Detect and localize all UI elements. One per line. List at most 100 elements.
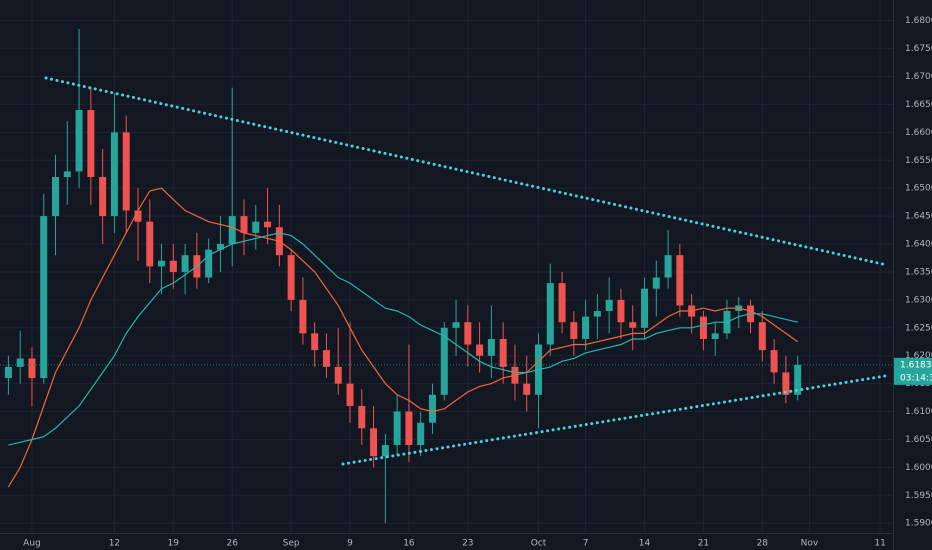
- candle-body: [641, 288, 649, 328]
- y-tick-label: 1.66000: [905, 128, 932, 138]
- candle-body: [629, 322, 637, 328]
- candle-body: [523, 383, 531, 395]
- x-tick-label: 28: [757, 539, 769, 549]
- candle-body: [605, 299, 613, 312]
- candle-body: [252, 221, 260, 233]
- x-tick-label: Aug: [23, 539, 41, 549]
- candle-body: [99, 177, 107, 217]
- candle-body: [558, 283, 566, 323]
- candle-body: [228, 216, 236, 245]
- candle-body: [169, 260, 177, 272]
- candle-body: [287, 255, 295, 300]
- candle-body: [405, 411, 413, 446]
- candle-body: [334, 366, 342, 384]
- y-tick-label: 1.64500: [905, 212, 932, 222]
- candle-body: [134, 210, 142, 222]
- candle-body: [758, 322, 766, 351]
- candle-body: [582, 316, 590, 339]
- candle-body: [311, 333, 319, 351]
- candle-body: [428, 394, 436, 423]
- candle-body: [28, 358, 36, 379]
- candle-body: [75, 110, 83, 172]
- candle-body: [146, 221, 154, 267]
- candle-body: [546, 283, 554, 345]
- candle-body: [52, 177, 60, 217]
- candle-body: [476, 344, 484, 356]
- candle-body: [487, 338, 495, 356]
- countdown-label: 03:14:30: [900, 373, 932, 383]
- y-tick-label: 1.64000: [905, 240, 932, 250]
- candle-body: [40, 216, 48, 379]
- moving-average: [7, 187, 799, 488]
- x-tick-label: 12: [109, 539, 120, 549]
- candle-body: [181, 255, 189, 272]
- x-tick-label: Oct: [531, 539, 547, 549]
- candle-body: [699, 316, 707, 339]
- candle-body: [794, 364, 802, 395]
- candle-body: [464, 322, 472, 345]
- trend-line-upper: [44, 76, 889, 267]
- y-tick-label: 1.59000: [905, 519, 932, 529]
- candle-body: [299, 299, 307, 334]
- candle-body: [322, 350, 330, 367]
- x-tick-label: 19: [168, 539, 180, 549]
- y-tick-label: 1.67000: [905, 72, 932, 82]
- candle-body: [652, 277, 660, 289]
- x-tick-label: 16: [403, 539, 415, 549]
- last-price-label: 1.61836: [900, 360, 932, 370]
- y-tick-label: 1.65500: [905, 156, 932, 166]
- candle-body: [346, 383, 354, 406]
- candle-body: [711, 333, 719, 339]
- x-tick-label: Nov: [801, 539, 819, 549]
- y-tick-label: 1.59500: [905, 491, 932, 501]
- candle-body: [240, 216, 248, 233]
- y-tick-label: 1.60500: [905, 435, 932, 445]
- candle-body: [570, 322, 578, 339]
- candle-body: [381, 445, 389, 457]
- y-tick-label: 1.66500: [905, 100, 932, 110]
- y-tick-label: 1.63000: [905, 295, 932, 305]
- candle-body: [264, 221, 272, 228]
- y-tick-label: 1.62500: [905, 323, 932, 333]
- plot-area: [0, 29, 893, 524]
- x-tick-label: 21: [698, 539, 709, 549]
- x-tick-label: 14: [639, 539, 651, 549]
- candle-body: [676, 255, 684, 306]
- x-tick-label: 7: [583, 539, 589, 549]
- y-tick-label: 1.63500: [905, 267, 932, 277]
- candle-body: [782, 372, 790, 395]
- x-tick-label: 26: [226, 539, 238, 549]
- candle-body: [4, 366, 12, 379]
- y-tick-label: 1.68000: [905, 16, 932, 26]
- candle-body: [358, 405, 366, 429]
- axes: 1.590001.595001.600001.605001.610001.615…: [23, 16, 932, 549]
- candle-body: [452, 322, 460, 328]
- x-tick-label: 9: [347, 539, 353, 549]
- candle-body: [417, 422, 425, 446]
- last-price-box: [894, 357, 932, 385]
- y-tick-label: 1.62000: [905, 351, 932, 361]
- candle-body: [617, 299, 625, 323]
- candle-body: [87, 110, 95, 178]
- candle-body: [205, 249, 213, 278]
- x-tick-label: 11: [874, 539, 885, 549]
- candle-body: [664, 255, 672, 278]
- y-tick-label: 1.60000: [905, 463, 932, 473]
- candle-body: [110, 132, 118, 217]
- candle-body: [216, 244, 224, 250]
- candle-body: [593, 311, 601, 317]
- candle-body: [440, 327, 448, 395]
- x-tick-label: Sep: [283, 539, 300, 549]
- candle-body: [370, 428, 378, 457]
- moving-average: [8, 232, 798, 446]
- candle-body: [63, 171, 71, 178]
- candle-body: [499, 338, 507, 367]
- y-tick-label: 1.65000: [905, 184, 932, 194]
- candle-body: [122, 132, 130, 211]
- x-tick-label: 23: [462, 539, 473, 549]
- y-tick-label: 1.61000: [905, 407, 932, 417]
- candle-body: [770, 350, 778, 373]
- candle-body: [393, 411, 401, 446]
